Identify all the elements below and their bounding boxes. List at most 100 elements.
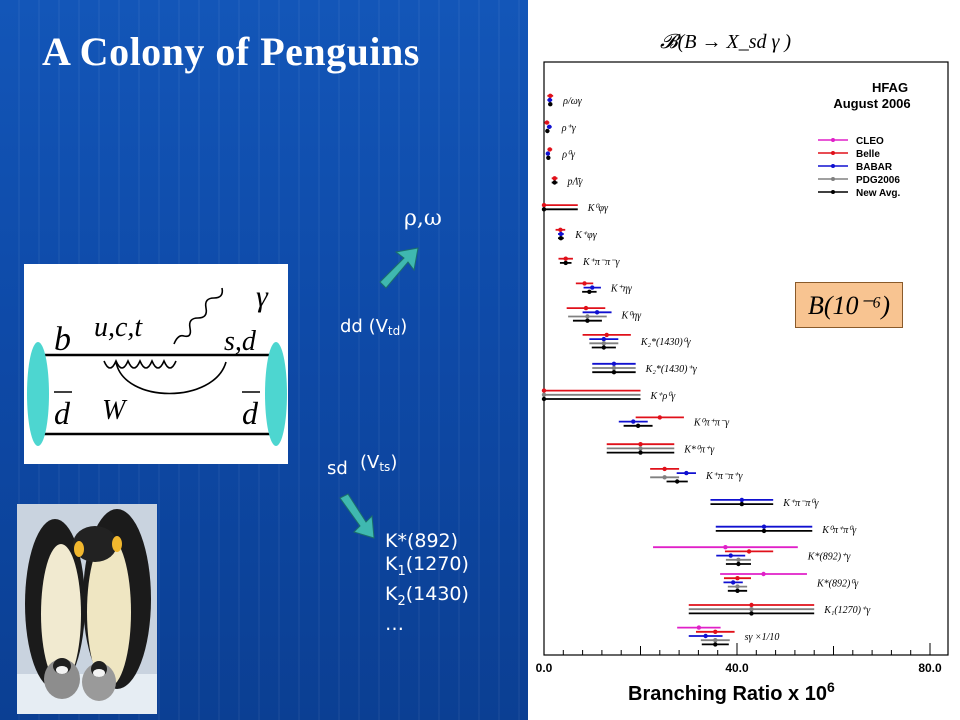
point-newavg (587, 289, 592, 294)
k-item-2: K2(1430) (385, 583, 469, 613)
row-label: K⁰π⁺π⁰γ (821, 525, 857, 536)
x-axis-label-text: Branching Ratio x 10 (628, 683, 827, 705)
point-belle (746, 549, 752, 554)
x-tick-label: 0.0 (536, 661, 553, 675)
point-newavg (749, 611, 754, 616)
k-resonance-list: K*(892) K1(1270) K2(1430) … (385, 530, 469, 636)
legend-entry-pdg2006: PDG2006 (818, 175, 900, 186)
point-babar (594, 310, 600, 315)
chart-row-6: K⁺π⁻π⁻γ (558, 256, 620, 268)
point-newavg (635, 423, 641, 428)
point-belle (541, 202, 547, 208)
feynman-svg: b u,c,t γ s,d d W d (27, 280, 287, 446)
point-belle (541, 388, 547, 393)
point-babar (547, 97, 552, 103)
point-pdg2006 (713, 638, 718, 643)
point-babar (739, 497, 745, 503)
row-label: K⁰φγ (587, 203, 609, 214)
vts-label: (Vts) (360, 452, 397, 474)
point-belle (563, 256, 568, 261)
chart-row-9: K₂*(1430)⁰γ (582, 332, 692, 350)
row-label: ρ⁰γ (561, 150, 576, 161)
point-newavg (735, 588, 740, 593)
point-belle (582, 281, 587, 286)
k-item-1-tail: (1270) (405, 553, 469, 575)
point-pdg2006 (611, 365, 617, 371)
row-label: sγ ×1/10 (745, 632, 780, 643)
row-label: K₁(1270)⁺γ (823, 605, 871, 616)
penguin-illustration (17, 504, 157, 714)
chart-row-17: K*(892)⁺γ (653, 545, 852, 567)
point-belle (749, 602, 754, 608)
chart-rows: ρ/ωγ ρ⁺γ ρ⁰γ pΛ̄γ K⁰φγ K⁺φγ K⁺π⁻π⁻γ K⁺ηγ K⁰ηγ K₂*… (541, 93, 871, 647)
up-arrow-icon (379, 247, 419, 289)
label-dbar-left: d (54, 395, 71, 431)
chart-row-13: K*⁰π⁺γ (606, 442, 715, 455)
point-belle (657, 415, 662, 420)
chart-row-12: K⁰π⁺π⁻γ (618, 415, 730, 429)
units-box-label: B(10⁻⁶) (808, 291, 890, 320)
feynman-diagram: b u,c,t γ s,d d W d (24, 264, 288, 464)
point-belle (558, 227, 563, 232)
point-pdg2006 (601, 341, 607, 346)
point-belle (547, 147, 552, 152)
point-belle (638, 442, 643, 447)
point-newavg (563, 260, 568, 266)
point-newavg (713, 642, 718, 647)
point-newavg (739, 501, 745, 507)
row-label: pΛ̄γ (567, 176, 584, 187)
chart-row-0: ρ/ωγ (547, 93, 583, 107)
label-W: W (102, 395, 128, 426)
x-axis-label: Branching Ratio x 106 (628, 679, 835, 705)
chart-panel: 𝓑(B → X_sd γ ) HFAG August 2006 CLEO Bell… (528, 0, 960, 720)
meson-ellipse-right (265, 342, 287, 446)
point-babar (631, 419, 636, 424)
chart-row-18: K*(892)⁰γ (720, 571, 859, 593)
point-babar (684, 470, 689, 476)
point-pdg2006 (749, 607, 754, 612)
dd-text: dd (V (340, 316, 388, 337)
point-belle (548, 93, 553, 99)
point-belle (662, 466, 667, 472)
row-label: K⁺ρ⁰γ (650, 391, 677, 402)
label-uct: u,c,t (94, 312, 143, 343)
legend-entry-cleo: CLEO (818, 136, 884, 147)
k-item-1: K1(1270) (385, 553, 469, 583)
chart-legend: CLEO Belle BABAR PDG2006 New Avg. (818, 136, 900, 199)
k-item-3-main: … (385, 613, 404, 635)
chart-row-16: K⁰π⁺π⁰γ (715, 524, 857, 536)
row-label: K*(892)⁺γ (807, 552, 852, 563)
point-pdg2006 (736, 557, 741, 562)
point-pdg2006 (541, 392, 547, 397)
chart-header-1: HFAG (872, 80, 908, 95)
legend-marker (831, 164, 835, 168)
photon-line (173, 287, 224, 345)
row-label: K⁰π⁺π⁻γ (693, 418, 730, 429)
legend-label: BABAR (856, 162, 893, 173)
row-label: K⁺φγ (574, 230, 597, 241)
point-newavg (761, 528, 767, 534)
point-newavg (638, 450, 643, 455)
vts-close: ) (390, 452, 398, 473)
legend-entry-newavg: New Avg. (818, 188, 900, 199)
legend-marker (831, 190, 835, 194)
row-label: ρ/ωγ (562, 96, 583, 107)
point-pdg2006 (735, 584, 740, 589)
chart-frame (543, 61, 949, 656)
row-label: K₂*(1430)⁰γ (640, 337, 692, 348)
chart-header-2: August 2006 (833, 96, 910, 111)
row-label: K⁺ηγ (610, 284, 633, 295)
point-babar (558, 231, 564, 237)
point-newavg (548, 102, 553, 107)
point-cleo (761, 571, 766, 577)
meson-ellipse-left (27, 342, 49, 446)
legend-label: New Avg. (856, 188, 900, 199)
point-newavg (736, 561, 741, 567)
rho-omega-label: ρ,ω (404, 206, 442, 231)
point-babar (611, 361, 617, 366)
point-newavg (541, 396, 547, 402)
legend-label: PDG2006 (856, 175, 900, 186)
w-boson-wiggle (103, 358, 177, 369)
chart-row-5: K⁺φγ (555, 227, 598, 241)
w-loop (115, 361, 227, 395)
